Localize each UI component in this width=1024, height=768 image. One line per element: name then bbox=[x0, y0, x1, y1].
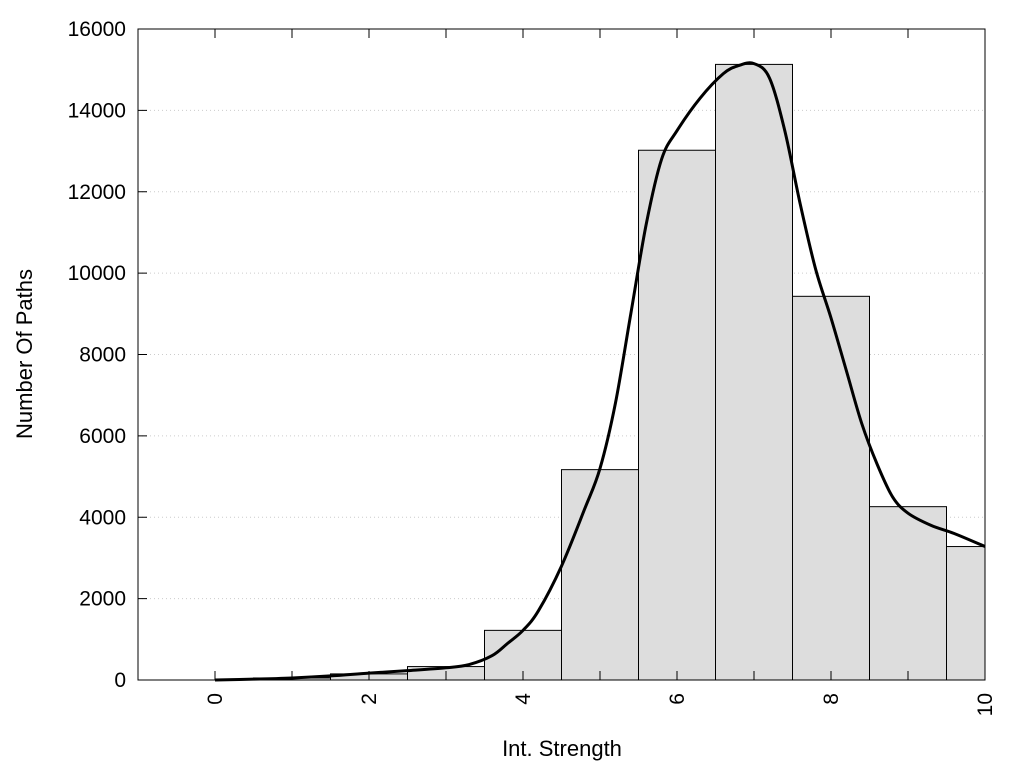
y-tick-label: 10000 bbox=[68, 262, 126, 285]
y-tick-label: 16000 bbox=[68, 18, 126, 41]
bars bbox=[253, 63, 986, 681]
x-tick-label: 8 bbox=[820, 693, 843, 705]
y-tick-label: 14000 bbox=[68, 99, 126, 122]
y-tick-label: 2000 bbox=[79, 588, 126, 611]
y-tick-label: 8000 bbox=[79, 344, 126, 367]
y-axis-title: Number Of Paths bbox=[12, 269, 37, 439]
histogram-bar bbox=[946, 546, 986, 681]
histogram-bar bbox=[561, 469, 639, 681]
density-curve-layer bbox=[214, 61, 986, 682]
x-axis-title: Int. Strength bbox=[502, 736, 622, 761]
x-tick-label: 6 bbox=[666, 693, 689, 705]
x-tick-label: 2 bbox=[358, 693, 381, 705]
x-tick-label: 4 bbox=[512, 693, 535, 705]
plot-frame bbox=[137, 28, 986, 681]
histogram-bar bbox=[792, 295, 870, 681]
tick-labels: 0 2000 4000 6000 8000 10000 12000 14000 16000 0 2 4… bbox=[68, 18, 997, 716]
y-tick-label: 6000 bbox=[79, 425, 126, 448]
histogram-bar bbox=[715, 63, 793, 681]
y-tick-label: 12000 bbox=[68, 181, 126, 204]
y-tick-label: 0 bbox=[114, 669, 126, 692]
x-tick-label: 0 bbox=[204, 693, 227, 705]
histogram-bar bbox=[869, 506, 947, 681]
y-tick-label: 4000 bbox=[79, 506, 126, 529]
histogram-bar bbox=[638, 149, 716, 681]
x-tick-label: 10 bbox=[974, 693, 997, 716]
density-curve bbox=[214, 61, 986, 682]
